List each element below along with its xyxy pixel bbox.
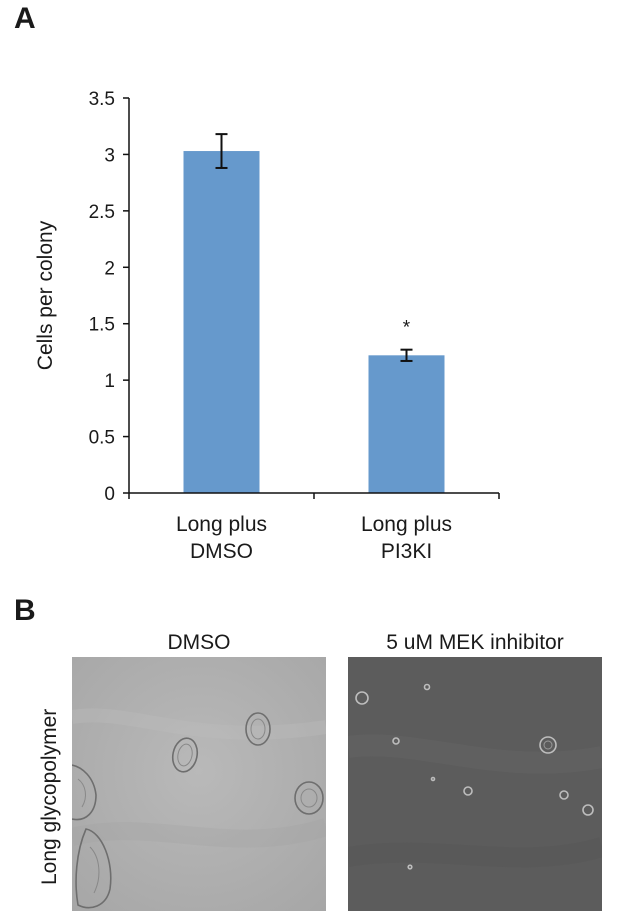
x-tick-label-0-0: Long plus (176, 513, 267, 536)
mek-inhibitor-micrograph (348, 657, 602, 911)
y-tick-label-6: 3 (104, 145, 115, 166)
mek-inhibitor-image-title: 5 uM MEK inhibitor (386, 631, 564, 654)
x-tick-label-0-1: DMSO (190, 540, 253, 563)
y-tick-label-4: 2 (104, 258, 115, 279)
panel-b-label: B (14, 594, 36, 627)
panel-a-label: A (14, 2, 36, 35)
dmso-image-title: DMSO (167, 631, 231, 654)
dmso-micrograph (72, 657, 326, 911)
bar-chart: Long plus DMSO * Long plus PI3KI 0 0.5 1 1.5 2 2.5… (34, 89, 500, 563)
y-tick-label-0: 0 (104, 484, 115, 505)
bar-1 (368, 355, 445, 493)
y-tick-label-3: 1.5 (89, 315, 115, 336)
y-axis-label: Cells per colony (34, 220, 57, 370)
significance-marker-1: * (403, 318, 411, 339)
y-tick-label-5: 2.5 (89, 202, 115, 223)
row-label: Long glycopolymer (38, 708, 61, 885)
y-tick-label-2: 1 (104, 371, 115, 392)
x-tick-label-1-1: PI3KI (381, 540, 432, 563)
y-tick-label-7: 3.5 (89, 89, 115, 110)
x-tick-label-1-0: Long plus (361, 513, 452, 536)
bar-0 (183, 151, 260, 493)
y-tick-label-1: 0.5 (89, 428, 115, 449)
